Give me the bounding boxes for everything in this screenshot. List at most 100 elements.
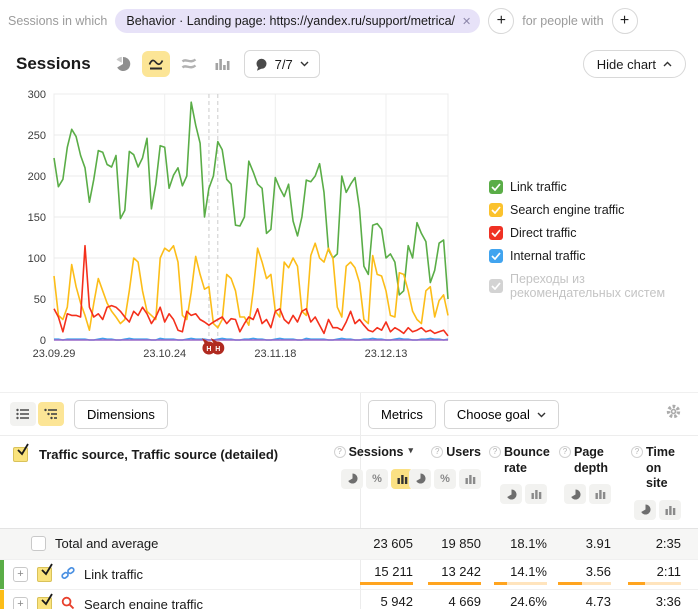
metric-cell: 2:35	[655, 536, 681, 552]
bars-view-icon[interactable]	[589, 484, 611, 505]
column-page-depth[interactable]: ? Page depth	[558, 445, 622, 520]
column-bounce-rate[interactable]: ? Bounce rate	[489, 445, 558, 520]
column-label: Bounce rate	[504, 445, 550, 475]
list-view-icon[interactable]	[10, 402, 36, 426]
question-icon[interactable]: ?	[489, 446, 501, 458]
segments-dropdown[interactable]: 7/7	[243, 50, 320, 78]
gear-icon[interactable]	[665, 403, 682, 423]
table-header: Traffic source, Traffic source (detailed…	[0, 435, 698, 529]
question-icon[interactable]: ?	[431, 446, 444, 458]
svg-text:50: 50	[34, 294, 46, 306]
legend-item-recommendation-systems: Переходы из рекомендательных систем	[489, 272, 698, 300]
row-color-stripe	[0, 559, 4, 589]
row-label: Total and average	[55, 536, 159, 552]
svg-text:100: 100	[28, 253, 46, 265]
svg-text:23.12.13: 23.12.13	[365, 348, 408, 360]
close-icon[interactable]: ✕	[462, 15, 472, 28]
choose-goal-button[interactable]: Choose goal	[443, 400, 559, 429]
dimension-header-label: Traffic source, Traffic source (detailed…	[39, 447, 279, 462]
legend-item-search-engine-traffic[interactable]: Search engine traffic	[489, 203, 698, 217]
column-chart-icon[interactable]	[208, 51, 236, 77]
legend-label: Direct traffic	[510, 226, 577, 240]
metric-cell: 15 211	[360, 564, 424, 585]
metric-cell: 14.1%	[492, 564, 558, 585]
sort-desc-icon[interactable]: ▾	[408, 445, 413, 455]
checkbox-icon	[489, 249, 503, 263]
row-checkbox[interactable]	[31, 536, 46, 552]
select-all-checkbox[interactable]	[13, 443, 29, 462]
pie-view-icon[interactable]	[564, 484, 586, 505]
pie-view-icon[interactable]	[500, 484, 522, 505]
bars-view-icon[interactable]	[459, 468, 481, 489]
svg-text:23.10.24: 23.10.24	[143, 348, 186, 360]
tree-view-icon[interactable]	[38, 402, 64, 426]
hide-chart-button[interactable]: Hide chart	[582, 50, 686, 78]
filter-chip[interactable]: Behavior · Landing page: https://yandex.…	[115, 9, 481, 33]
svg-text:0: 0	[40, 335, 46, 347]
metric-cell: 2:11	[622, 564, 692, 585]
pie-view-icon[interactable]	[409, 468, 431, 489]
stacked-area-icon[interactable]	[175, 51, 203, 77]
metric-cell: 23 605	[373, 536, 413, 552]
filter-bar: Sessions in which Behavior · Landing pag…	[0, 0, 698, 34]
metrics-button[interactable]: Metrics	[368, 400, 436, 429]
bars-view-icon[interactable]	[391, 468, 413, 489]
sessions-line-chart[interactable]: 0 50 100 150 200 250 300 23.09.29 23.10.24 23.11.…	[14, 84, 484, 366]
bars-view-icon[interactable]	[525, 484, 547, 505]
column-users[interactable]: ? Users %	[409, 445, 492, 520]
filter-chip-text: Behavior · Landing page: https://yandex.…	[126, 14, 456, 28]
link-icon	[61, 566, 75, 583]
column-sessions[interactable]: ? Sessions ▾ %	[333, 445, 424, 520]
table-row-link-traffic[interactable]: + Link traffic 15 211 13 242 14.1% 3.56 …	[0, 558, 698, 589]
checkbox-icon	[489, 180, 503, 194]
page-title: Sessions	[16, 54, 91, 73]
chevron-down-icon	[537, 412, 546, 417]
search-icon	[61, 596, 75, 609]
svg-text:150: 150	[28, 212, 46, 224]
metric-cell: 13 242	[424, 564, 492, 585]
dimensions-button[interactable]: Dimensions	[74, 399, 168, 429]
column-label: Page depth	[574, 445, 609, 475]
add-people-filter-button[interactable]: +	[611, 8, 638, 34]
legend-item-link-traffic[interactable]: Link traffic	[489, 180, 698, 194]
legend-item-internal-traffic[interactable]: Internal traffic	[489, 249, 698, 263]
legend-label: Search engine traffic	[510, 203, 625, 217]
metric-cell: 5 942	[380, 593, 413, 609]
column-time-on-site[interactable]: ? Time on site	[622, 445, 692, 520]
percent-view-icon[interactable]: %	[434, 468, 456, 489]
column-label: Time on site	[646, 445, 675, 491]
report-table: Dimensions Metrics Choose goal Traffic s…	[0, 392, 698, 609]
checkbox-icon	[489, 279, 503, 293]
svg-text:23.09.29: 23.09.29	[33, 348, 76, 360]
line-chart-icon[interactable]	[141, 51, 170, 77]
bars-view-icon[interactable]	[659, 499, 681, 520]
row-checkbox[interactable]	[37, 593, 53, 609]
table-row-total[interactable]: Total and average 23 605 19 850 18.1% 3.…	[0, 528, 698, 559]
value-bar	[360, 581, 413, 585]
svg-text:200: 200	[28, 171, 46, 183]
table-row-search-engine-traffic[interactable]: + Search engine traffic 5 942 4 669 24.6…	[0, 588, 698, 609]
question-icon[interactable]: ?	[559, 446, 571, 458]
question-icon[interactable]: ?	[631, 446, 643, 458]
question-icon[interactable]: ?	[333, 446, 346, 458]
legend-item-direct-traffic[interactable]: Direct traffic	[489, 226, 698, 240]
add-filter-button[interactable]: +	[488, 8, 515, 34]
pie-chart-icon[interactable]	[109, 51, 137, 77]
expand-button[interactable]: +	[13, 566, 28, 582]
row-checkbox[interactable]	[37, 563, 53, 582]
expand-button[interactable]: +	[13, 596, 28, 609]
chart-legend: Link traffic Search engine traffic Direc…	[489, 180, 698, 300]
column-label: Users	[446, 445, 481, 459]
pie-view-icon[interactable]	[341, 468, 363, 489]
row-label: Link traffic	[84, 566, 144, 582]
column-separator	[360, 393, 361, 609]
hide-chart-label: Hide chart	[596, 56, 656, 72]
pie-view-icon[interactable]	[634, 499, 656, 520]
filter-suffix-label: for people with	[522, 14, 604, 28]
metric-cell: 19 850	[441, 536, 481, 552]
chart-area: 0 50 100 150 200 250 300 23.09.29 23.10.24 23.11.…	[0, 82, 698, 378]
row-color-stripe	[0, 589, 4, 609]
percent-view-icon[interactable]: %	[366, 468, 388, 489]
chart-header: Sessions 7/7 Hide chart	[0, 34, 698, 78]
svg-text:Н: Н	[215, 346, 220, 353]
